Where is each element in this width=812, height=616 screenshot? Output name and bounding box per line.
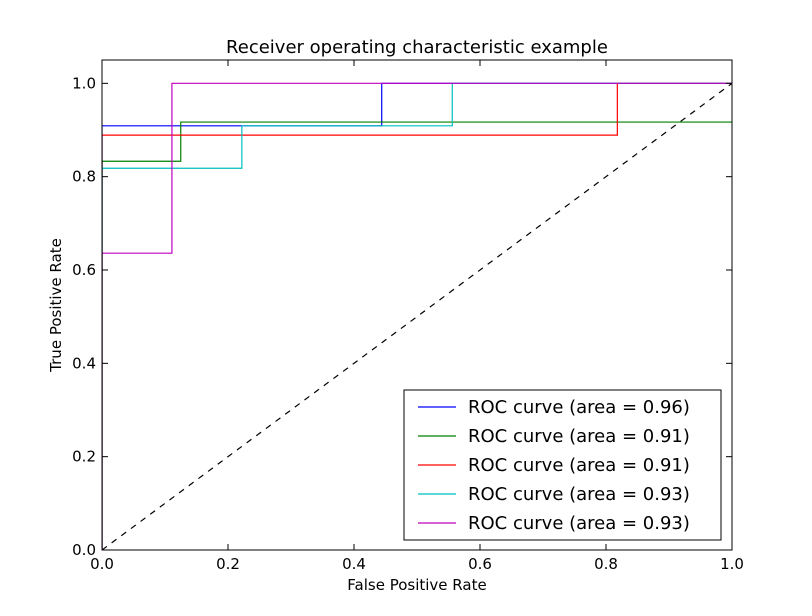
y-tick-label: 0.6 [72, 261, 96, 279]
y-tick-label: 0.4 [72, 354, 96, 372]
series-layer [102, 82, 732, 550]
y-tick-label: 1.0 [72, 74, 96, 92]
series-line-5 [102, 82, 732, 550]
legend-box [403, 389, 722, 541]
legend-label-1: ROC curve (area = 0.96) [468, 397, 690, 418]
x-tick-label: 0.4 [342, 555, 366, 573]
legend-label-3: ROC curve (area = 0.91) [468, 455, 690, 476]
legend-label-5: ROC curve (area = 0.93) [468, 513, 690, 534]
series-line-2 [102, 121, 732, 550]
y-tick-label: 0.0 [72, 541, 96, 559]
x-tick-label: 0.8 [594, 555, 618, 573]
x-tick-label: 1.0 [720, 555, 744, 573]
plot-frame [101, 59, 733, 551]
reference-diagonal-line [102, 82, 732, 550]
legend: ROC curve (area = 0.96) ROC curve (area =… [403, 389, 722, 541]
x-tick-label: 0.6 [468, 555, 492, 573]
legend-label-4: ROC curve (area = 0.93) [468, 484, 690, 505]
x-tick-label: 0.2 [216, 555, 240, 573]
y-tick-label: 0.2 [72, 448, 96, 466]
ticks-layer: 0.0 0.2 0.4 0.6 0.8 1.0 0.0 0.2 0.4 0.6 0.8 1.0 [72, 60, 744, 573]
y-tick-label: 0.8 [72, 168, 96, 186]
legend-entries: ROC curve (area = 0.96) ROC curve (area =… [418, 397, 690, 534]
x-axis-label: False Positive Rate [347, 576, 486, 594]
legend-label-2: ROC curve (area = 0.91) [468, 426, 690, 447]
x-tick-label: 0.0 [90, 555, 114, 573]
chart-title: Receiver operating characteristic exampl… [226, 37, 608, 58]
y-axis-label: True Positive Rate [47, 238, 65, 373]
